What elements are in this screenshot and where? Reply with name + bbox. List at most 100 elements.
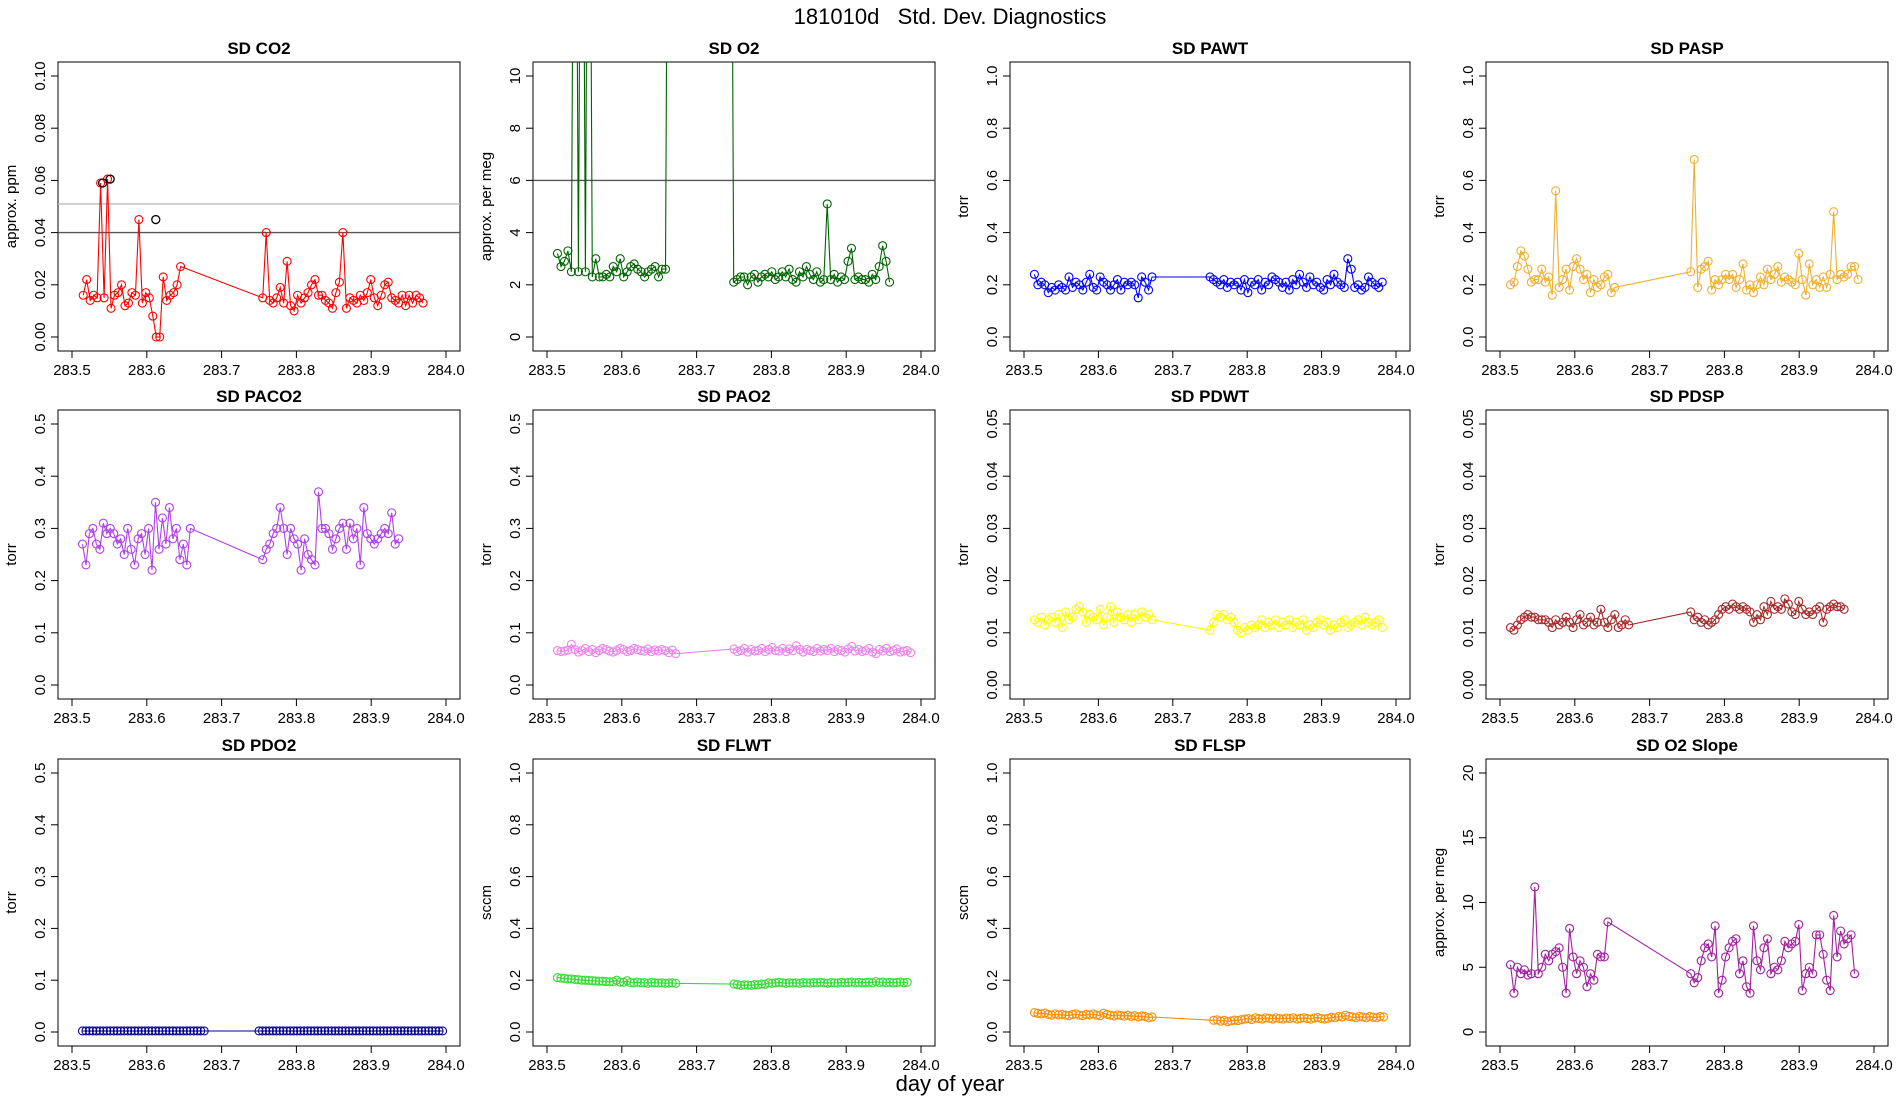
x-tick-label: 284.0 [902, 362, 940, 379]
data-point [1057, 1009, 1067, 1019]
data-point [636, 978, 646, 988]
data-point [150, 497, 161, 507]
data-point [1078, 285, 1088, 295]
data-point [420, 1026, 430, 1036]
data-point [81, 560, 91, 570]
data-point [178, 1026, 188, 1036]
data-point [1850, 261, 1860, 272]
data-point [327, 303, 338, 313]
data-point [140, 549, 150, 560]
data-point [743, 280, 753, 290]
data-point [625, 977, 636, 988]
data-point [1610, 282, 1620, 292]
y-tick-label: 0.4 [32, 466, 49, 487]
data-point [345, 518, 355, 528]
data-point [632, 644, 643, 655]
data-point [175, 1026, 185, 1036]
data-point [1589, 975, 1599, 985]
data-point [78, 290, 88, 300]
flagged-point [151, 214, 161, 225]
chart-title: SD PACO2 [216, 387, 302, 406]
data-point [1776, 604, 1786, 614]
data-point [88, 1026, 98, 1036]
data-point [303, 288, 313, 298]
plot-frame [1009, 61, 1411, 352]
plot-frame [57, 409, 461, 700]
data-point [1240, 1014, 1250, 1024]
data-point [382, 1026, 392, 1036]
y-tick-label: 15 [1460, 829, 1477, 846]
x-tick-label: 284.0 [427, 1057, 465, 1074]
x-tick-label: 283.6 [128, 710, 166, 727]
data-point [1572, 969, 1582, 979]
y-tick-label: 0.01 [1460, 618, 1477, 647]
data-point [1347, 1012, 1357, 1022]
data-point [1762, 609, 1772, 620]
series-line [81, 491, 400, 571]
data-point [1512, 261, 1522, 272]
x-tick-label: 283.6 [603, 1057, 641, 1074]
data-point [1721, 952, 1731, 962]
data-point [271, 1026, 281, 1036]
y-axis-label: torr [955, 543, 972, 566]
data-point [1216, 1016, 1226, 1026]
y-tick-label: 0.01 [984, 618, 1001, 647]
data-point [771, 978, 781, 988]
data-point [1773, 965, 1783, 975]
data-point [147, 565, 157, 575]
data-point [1582, 269, 1592, 279]
data-point [1818, 617, 1828, 627]
data-point [300, 534, 310, 544]
data-point [113, 288, 123, 298]
data-point [743, 980, 753, 990]
data-point [871, 976, 881, 987]
x-tick-label: 283.7 [1154, 362, 1192, 379]
data-point [552, 248, 563, 259]
x-tick-label: 283.9 [352, 710, 390, 727]
data-point [334, 1026, 344, 1036]
x-tick-label: 283.9 [352, 1057, 390, 1074]
x-tick-label: 283.5 [528, 362, 566, 379]
x-tick-label: 283.9 [352, 362, 390, 379]
data-point [1693, 973, 1703, 983]
data-point [563, 974, 573, 984]
data-point [1829, 910, 1839, 921]
chart-title: SD PASP [1650, 39, 1723, 58]
data-point [1339, 282, 1349, 292]
x-tick-label: 283.9 [827, 362, 865, 379]
data-point [1050, 1009, 1060, 1019]
data-point [1067, 612, 1078, 622]
chart-title: SD PDSP [1650, 387, 1725, 406]
data-point [1554, 943, 1564, 953]
data-point [1738, 259, 1748, 269]
data-point [362, 288, 372, 298]
data-point [310, 275, 320, 285]
data-point [1323, 1013, 1333, 1023]
y-tick-label: 0.2 [984, 274, 1001, 295]
chart-sd-flsp: SD FLSP sccm 283.5 283.6 283.7 283.8 283.9 284.… [955, 736, 1415, 1074]
data-point [812, 978, 822, 988]
y-tick-label: 0.3 [32, 866, 49, 887]
data-point [148, 311, 158, 321]
y-tick-label: 5 [1460, 963, 1477, 971]
data-point [1284, 285, 1294, 295]
data-point [392, 1026, 403, 1036]
y-tick-label: 1.0 [984, 66, 1001, 87]
data-point [327, 544, 338, 554]
data-point [559, 256, 569, 266]
y-tick-label: 0.6 [507, 866, 524, 887]
data-point [140, 1026, 150, 1036]
y-tick-label: 1.0 [1460, 66, 1477, 87]
data-point [1578, 962, 1589, 972]
y-tick-label: 0.00 [984, 670, 1001, 699]
data-point [1085, 269, 1095, 279]
data-point [798, 977, 808, 988]
data-point [788, 978, 798, 988]
data-point [829, 978, 839, 988]
data-point [1801, 290, 1811, 300]
data-point [861, 977, 871, 988]
x-tick-label: 283.9 [1303, 710, 1341, 727]
data-point [98, 1026, 108, 1036]
x-tick-label: 283.6 [1556, 362, 1594, 379]
data-point [130, 290, 140, 300]
